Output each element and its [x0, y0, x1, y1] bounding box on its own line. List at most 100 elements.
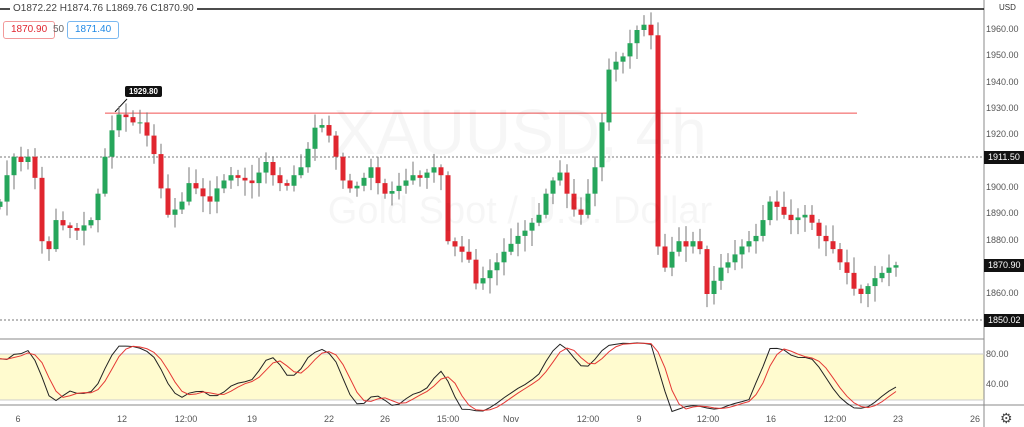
candle-body — [515, 235, 521, 244]
time-axis-label: 23 — [892, 414, 904, 424]
price-axis-label: 1930.00 — [986, 103, 1019, 113]
annotation-label[interactable]: 1929.80 — [125, 86, 162, 97]
candle-body — [739, 246, 745, 255]
candle-body — [746, 241, 752, 247]
candle-body — [256, 172, 262, 184]
time-axis-label: 12 — [116, 414, 128, 424]
time-axis-label: 26 — [969, 414, 981, 424]
candle-body — [802, 214, 808, 218]
candle-body — [375, 167, 381, 184]
candle-body — [109, 130, 115, 157]
candle-body — [830, 241, 836, 250]
candle-body — [305, 148, 311, 168]
candle-body — [74, 228, 80, 231]
candle-body — [893, 265, 899, 268]
candle-body — [312, 127, 318, 149]
candle-body — [361, 177, 367, 186]
candle-body — [284, 183, 290, 186]
candle-body — [571, 193, 577, 210]
time-axis-label: 26 — [379, 414, 391, 424]
price-axis-label: 1900.00 — [986, 182, 1019, 192]
candle-body — [249, 180, 255, 184]
price-axis-label: 1960.00 — [986, 24, 1019, 34]
candle-body — [39, 177, 45, 242]
candle-body — [25, 156, 31, 162]
candle-body — [333, 135, 339, 157]
watermark-name: Gold Spot / U.S. Dollar — [300, 190, 740, 233]
candle-body — [760, 220, 766, 236]
candle-body — [613, 61, 619, 70]
candle-body — [655, 35, 661, 247]
candle-body — [67, 225, 73, 228]
sell-price-button[interactable]: 1870.90 — [3, 21, 56, 39]
candle-body — [4, 175, 10, 202]
candle-body — [389, 191, 395, 194]
time-axis-label: 22 — [323, 414, 335, 424]
time-axis-label: 12:00 — [696, 414, 720, 424]
candle-body — [669, 251, 675, 268]
price-axis-label: 1890.00 — [986, 208, 1019, 218]
candle-body — [823, 235, 829, 242]
candle-body — [809, 214, 815, 223]
candle-body — [865, 286, 871, 294]
candle-body — [487, 270, 493, 279]
time-axis-label: 12:00 — [174, 414, 198, 424]
candle-body — [683, 241, 689, 247]
candle-body — [102, 156, 108, 194]
candle-body — [242, 177, 248, 181]
candle-body — [599, 122, 605, 168]
time-axis-label: 9 — [636, 414, 642, 424]
candle-body — [676, 241, 682, 252]
candle-body — [116, 114, 122, 131]
candle-body — [291, 175, 297, 186]
annotation-pointer — [114, 98, 128, 113]
candle-body — [193, 183, 199, 189]
candle-body — [144, 122, 150, 136]
candle-body — [438, 167, 444, 176]
candle-body — [592, 167, 598, 194]
stoch-axis-40: 40.00 — [986, 379, 1009, 389]
candle-body — [858, 288, 864, 294]
candle-body — [501, 251, 507, 263]
candle-body — [452, 241, 458, 247]
candle-body — [235, 175, 241, 178]
candle-body — [270, 162, 276, 176]
candle-body — [522, 230, 528, 236]
candle-body — [536, 214, 542, 223]
price-axis-label: 1940.00 — [986, 77, 1019, 87]
spread-value: 50 — [53, 24, 65, 35]
candle-body — [634, 30, 640, 44]
candle-body — [417, 175, 423, 178]
candle-body — [431, 167, 437, 173]
candle-body — [179, 201, 185, 210]
candle-body — [410, 175, 416, 181]
price-tag-high: 1911.50 — [984, 151, 1024, 164]
candle-body — [767, 201, 773, 221]
candle-body — [508, 243, 514, 252]
candle-body — [578, 209, 584, 215]
price-axis-label: 1860.00 — [986, 288, 1019, 298]
candle-body — [263, 162, 269, 173]
candle-body — [480, 278, 486, 284]
candle-body — [130, 117, 136, 123]
candle-body — [620, 56, 626, 62]
candle-body — [53, 220, 59, 250]
candle-body — [18, 156, 24, 162]
candle-body — [0, 201, 3, 207]
candle-body — [774, 201, 780, 207]
time-axis-label: 16 — [765, 414, 777, 424]
currency-badge[interactable]: USD — [997, 3, 1018, 12]
candle-body — [872, 278, 878, 287]
candle-body — [123, 114, 129, 118]
candle-body — [326, 125, 332, 136]
candle-body — [88, 220, 94, 226]
time-axis-label: 12:00 — [576, 414, 600, 424]
candle-body — [347, 180, 353, 189]
candle-body — [648, 24, 654, 36]
settings-gear-icon[interactable]: ⚙ — [1000, 410, 1013, 426]
buy-price-button[interactable]: 1871.40 — [67, 21, 120, 39]
candle-body — [795, 217, 801, 221]
candle-body — [529, 222, 535, 231]
candle-body — [494, 262, 500, 271]
